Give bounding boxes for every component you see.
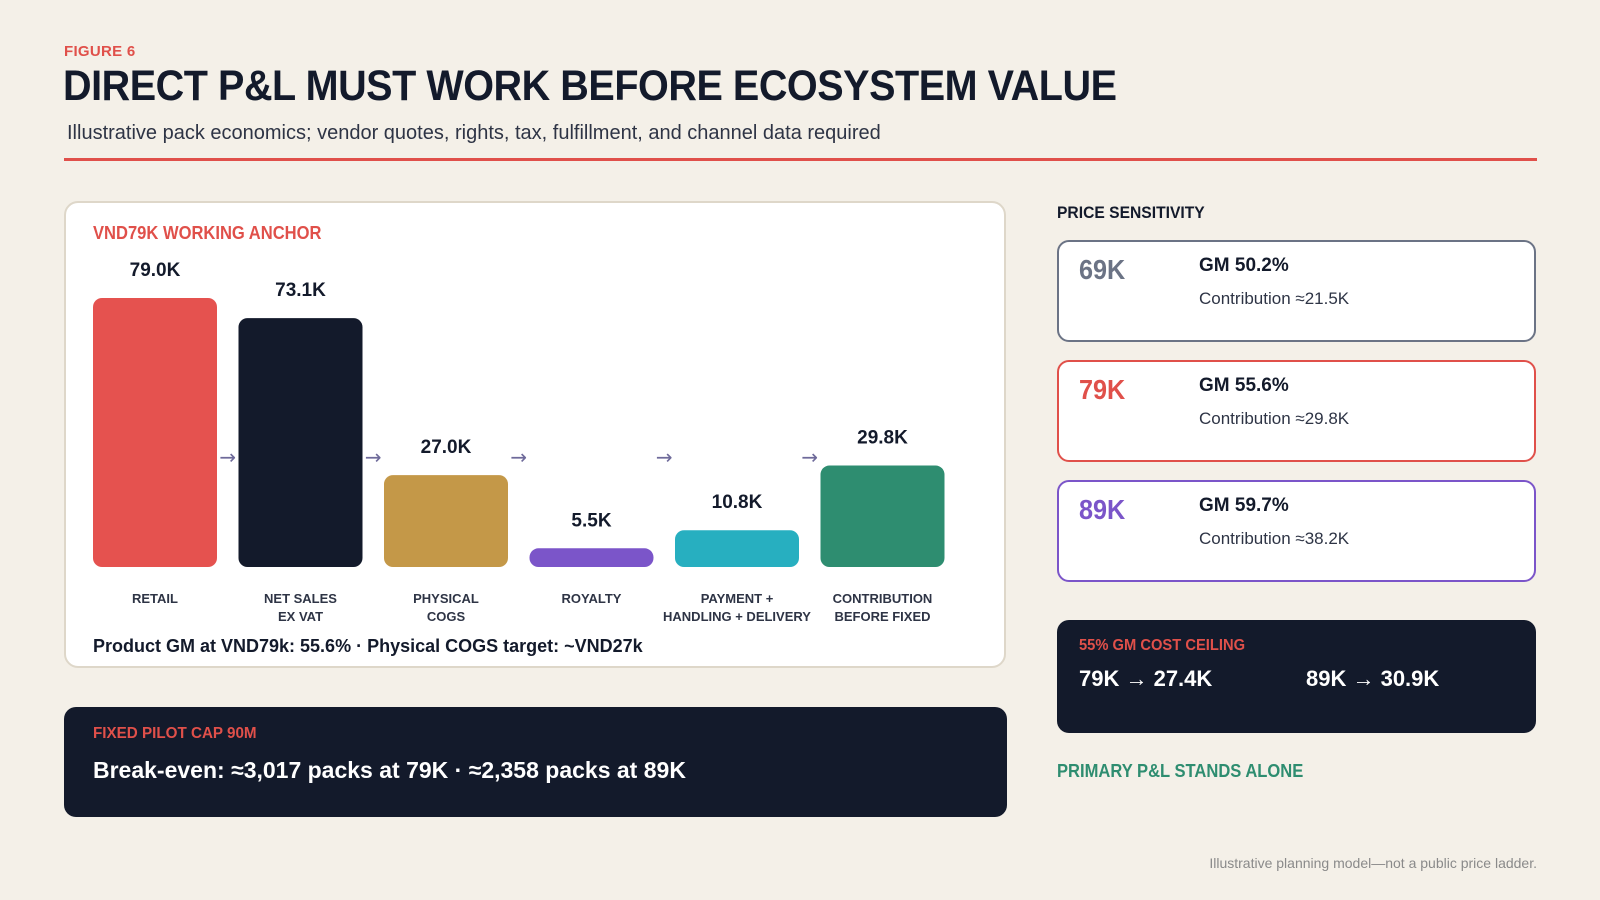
waterfall-note: Product GM at VND79k: 55.6% · Physical C… [93, 636, 643, 656]
waterfall-panel [64, 201, 1006, 668]
category-label-5: PAYMENT + HANDLING + DELIVERY [663, 591, 811, 624]
bar-value-6: 29.8K [857, 428, 908, 449]
bar-6 [820, 465, 945, 567]
flow-arrow-2: → [365, 445, 382, 469]
contribution-79k: Contribution ≈29.8K [1199, 409, 1350, 428]
bar-4 [529, 548, 654, 567]
category-label-3: PHYSICAL COGS [413, 591, 479, 624]
bar-3 [384, 475, 508, 567]
fixed-cap-heading: FIXED PILOT CAP 90M [93, 725, 257, 742]
cost-ceiling-79k: 79K → 27.4K [1079, 666, 1213, 691]
category-label-4: ROYALTY [562, 591, 622, 606]
flow-arrow-5: → [801, 445, 818, 469]
bar-value-1: 79.0K [130, 260, 181, 281]
cost-ceiling-89k: 89K → 30.9K [1306, 666, 1440, 691]
price-89k: 89K [1079, 494, 1126, 525]
bar-value-2: 73.1K [275, 280, 326, 301]
fixed-cap-box [64, 707, 1007, 817]
price-card-69k [1057, 240, 1536, 342]
break-even-text: Break-even: ≈3,017 packs at 79K · ≈2,358… [93, 757, 686, 783]
category-label-2: NET SALES EX VAT [264, 591, 337, 624]
bar-2 [238, 318, 363, 567]
stands-alone-label: PRIMARY P&L STANDS ALONE [1057, 761, 1304, 781]
category-label-6: CONTRIBUTION BEFORE FIXED [833, 591, 933, 624]
footnote: Illustrative planning model—not a public… [1209, 855, 1537, 871]
cost-ceiling-heading: 55% GM COST CEILING [1079, 637, 1246, 654]
price-card-89k [1057, 480, 1536, 582]
price-69k: 69K [1079, 254, 1126, 285]
price-card-79k [1057, 360, 1536, 462]
gm-89k: GM 59.7% [1199, 495, 1289, 516]
page-subtitle: Illustrative pack economics; vendor quot… [67, 122, 881, 144]
price-sensitivity-heading: PRICE SENSITIVITY [1057, 203, 1205, 222]
gm-69k: GM 50.2% [1199, 255, 1289, 276]
category-label-1: RETAIL [132, 591, 178, 606]
flow-arrow-1: → [219, 445, 236, 469]
waterfall-chart: 79.0K RETAIL → 73.1K NET SALES EX VAT → 27.0K PH… [93, 260, 945, 624]
bar-value-3: 27.0K [421, 437, 472, 458]
cost-ceiling-box [1057, 620, 1536, 733]
page-title: DIRECT P&L MUST WORK BEFORE ECOSYSTEM VA… [63, 62, 1117, 110]
gm-79k: GM 55.6% [1199, 375, 1289, 396]
contribution-89k: Contribution ≈38.2K [1199, 529, 1350, 548]
bar-value-5: 10.8K [712, 492, 763, 513]
bar-value-4: 5.5K [571, 510, 611, 531]
bar-1 [93, 298, 217, 567]
flow-arrow-3: → [510, 445, 527, 469]
figure-label: FIGURE 6 [64, 43, 136, 60]
price-79k: 79K [1079, 374, 1126, 405]
bar-5 [675, 530, 799, 567]
title-divider [64, 158, 1537, 161]
contribution-69k: Contribution ≈21.5K [1199, 289, 1350, 308]
flow-arrow-4: → [656, 445, 673, 469]
waterfall-heading: VND79K WORKING ANCHOR [93, 223, 322, 243]
